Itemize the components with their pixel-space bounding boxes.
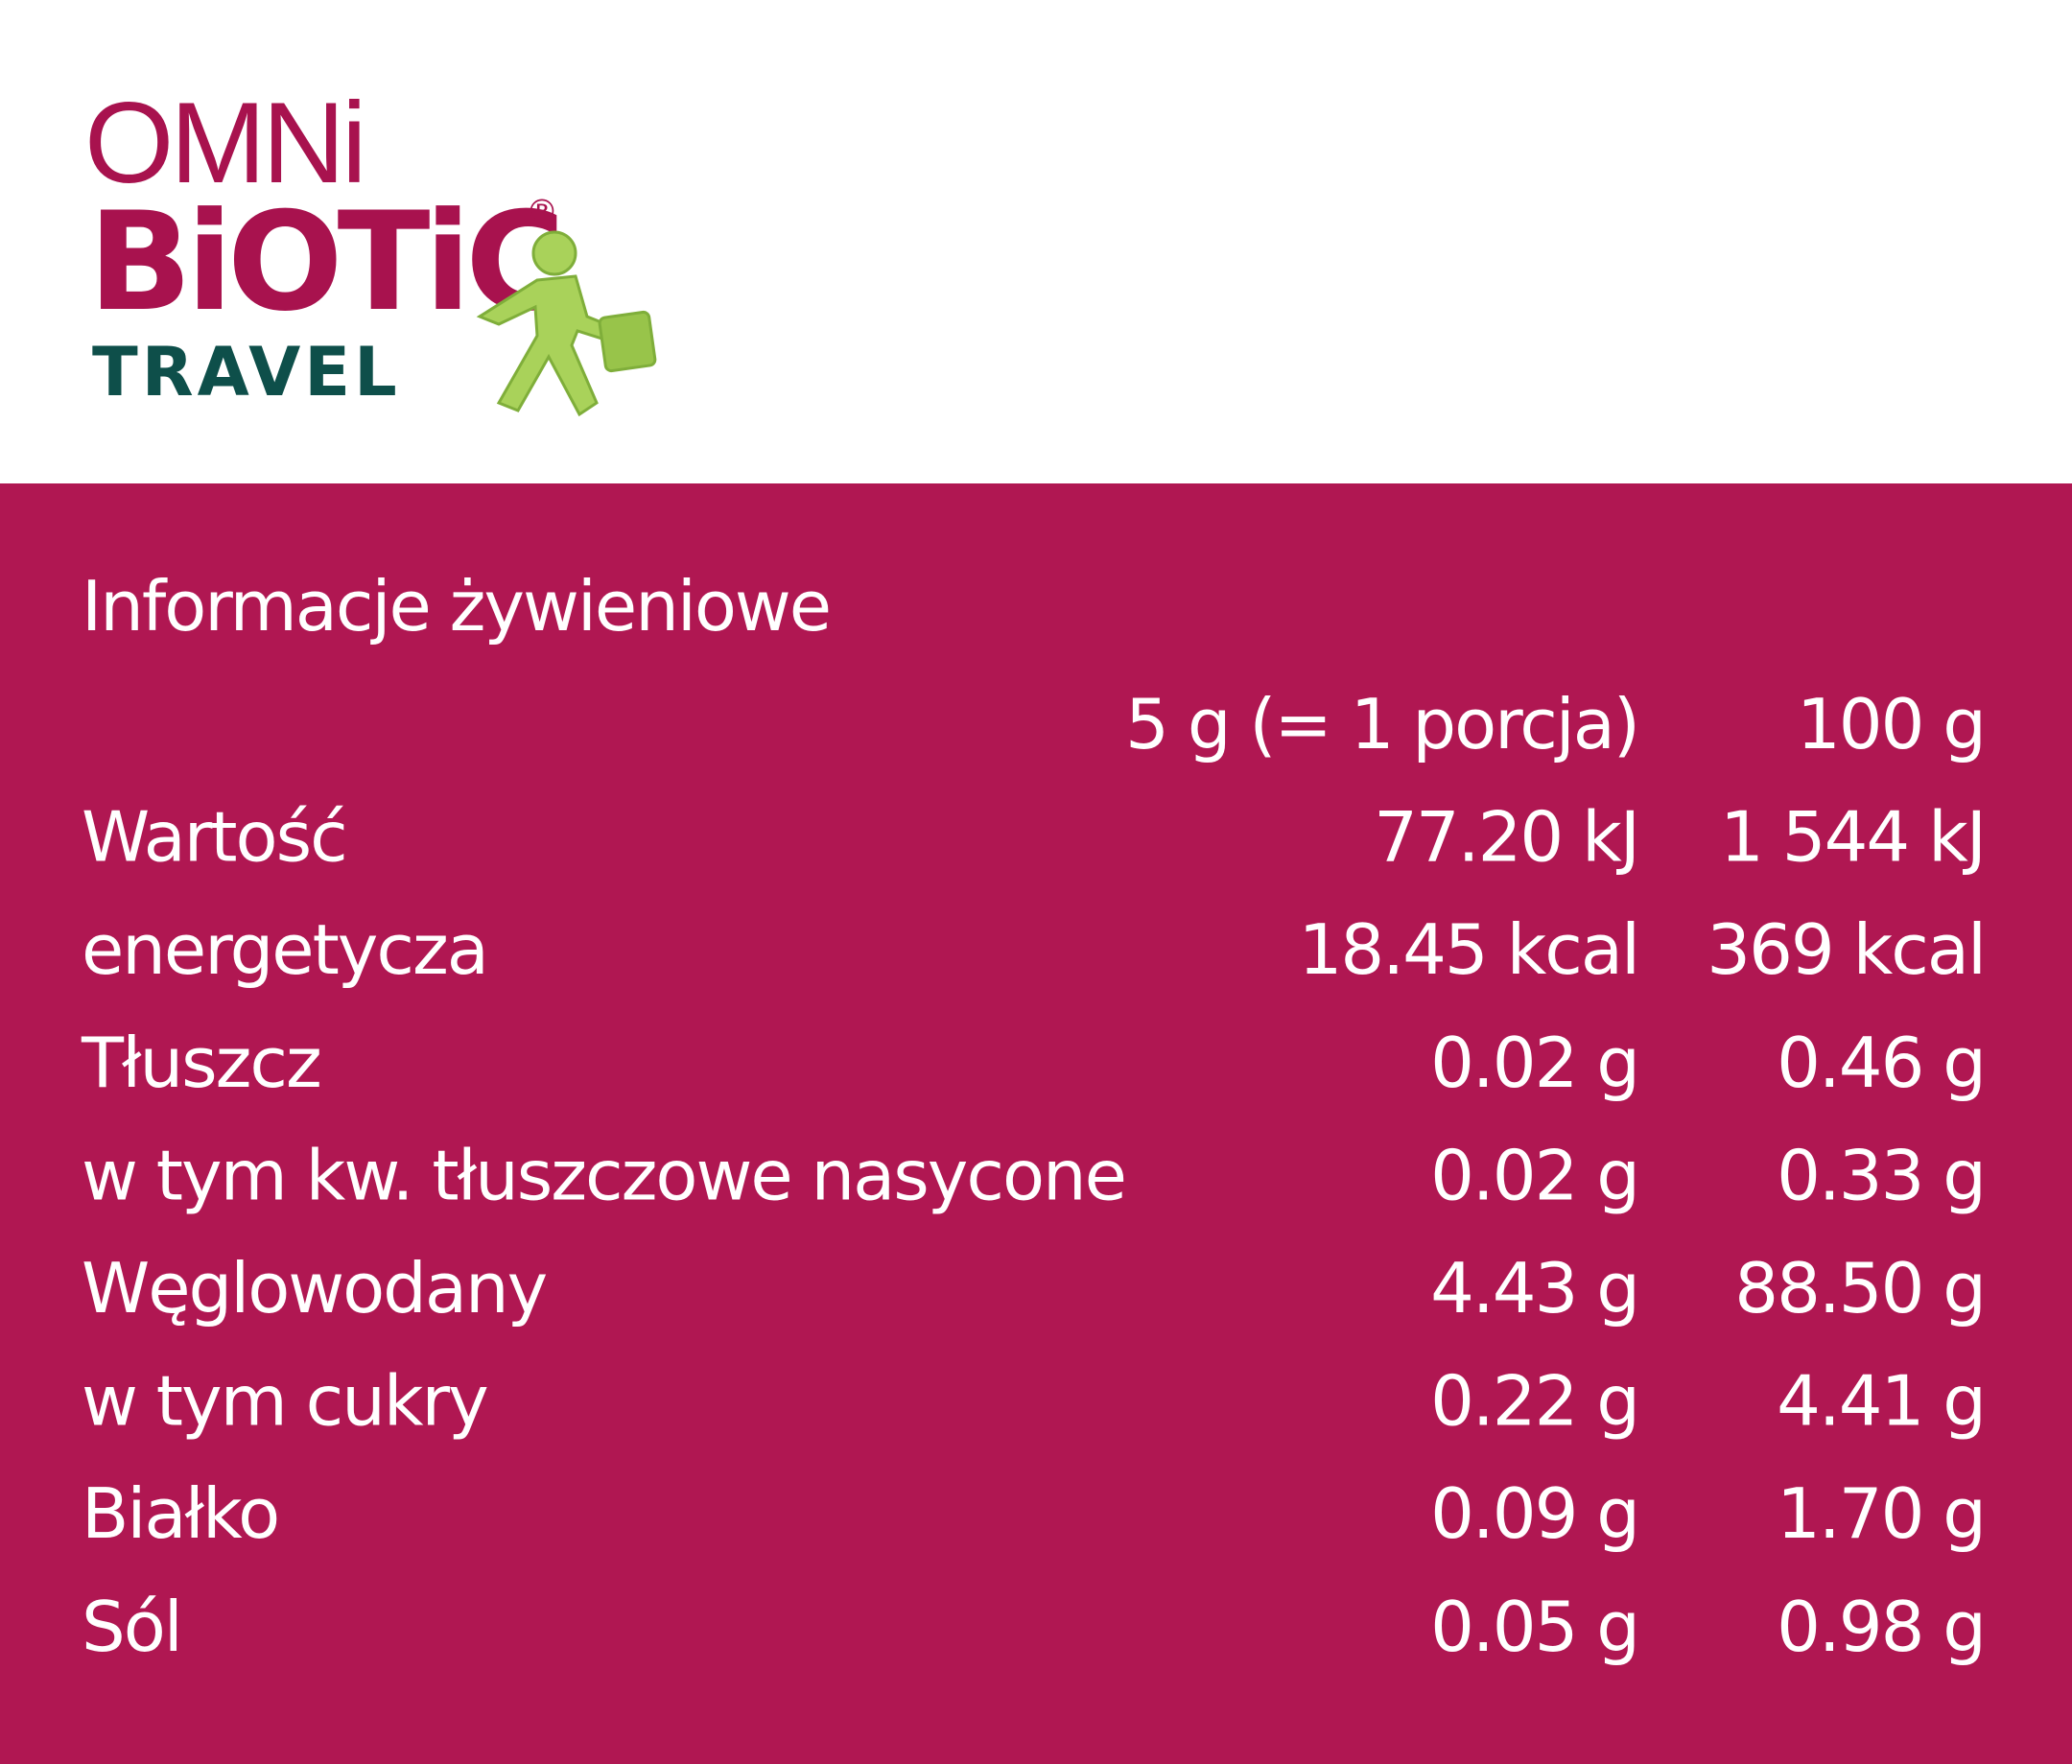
logo-travel: TRAVEL bbox=[92, 333, 401, 412]
per-portion: 18.45 kcal bbox=[1299, 909, 1638, 990]
per-portion: 77.20 kJ bbox=[1374, 797, 1638, 878]
per-100g: 369 kcal bbox=[1707, 909, 1985, 990]
per-portion: 0.02 g bbox=[1430, 1023, 1638, 1103]
logo-omni: OMNi bbox=[84, 79, 364, 207]
row-label: Węglowodany bbox=[82, 1248, 547, 1329]
per-100g: 1 544 kJ bbox=[1720, 797, 1985, 878]
per-portion: 0.02 g bbox=[1430, 1135, 1638, 1215]
column-header: 5 g (= 1 porcja) bbox=[1125, 684, 1638, 764]
per-portion: 0.22 g bbox=[1430, 1361, 1638, 1442]
per-100g: 0.98 g bbox=[1777, 1587, 1985, 1667]
per-100g: 0.46 g bbox=[1777, 1023, 1985, 1103]
nutrition-table: 5 g (= 1 porcja) 100 g Wartość 77.20 kJ 1 54… bbox=[81, 684, 1987, 1667]
row-label: Wartość bbox=[82, 797, 346, 878]
per-portion: 0.09 g bbox=[1430, 1473, 1638, 1554]
per-portion: 4.43 g bbox=[1430, 1248, 1638, 1329]
per-100g: 1.70 g bbox=[1777, 1473, 1985, 1554]
row-label: Białko bbox=[82, 1473, 278, 1554]
row-label: energetycza bbox=[82, 909, 487, 990]
logo: OMNi BiOTiC ® TRAVEL bbox=[84, 79, 657, 417]
header-band bbox=[0, 0, 2072, 483]
per-100g: 0.33 g bbox=[1777, 1135, 1985, 1215]
table-title: Informacje żywieniowe bbox=[82, 566, 830, 647]
row-label: Sól bbox=[82, 1587, 181, 1667]
logo-registered: ® bbox=[526, 193, 558, 231]
row-label: w tym kw. tłuszczowe nasycone bbox=[82, 1135, 1125, 1215]
per-portion: 0.05 g bbox=[1430, 1587, 1638, 1667]
table-band bbox=[0, 483, 2072, 1764]
per-100g: 4.41 g bbox=[1777, 1361, 1985, 1442]
column-header: 100 g bbox=[1797, 684, 1985, 764]
logo-walker bbox=[476, 230, 657, 417]
row-label: w tym cukry bbox=[82, 1361, 487, 1442]
row-label: Tłuszcz bbox=[81, 1023, 320, 1103]
per-100g: 88.50 g bbox=[1734, 1248, 1985, 1329]
